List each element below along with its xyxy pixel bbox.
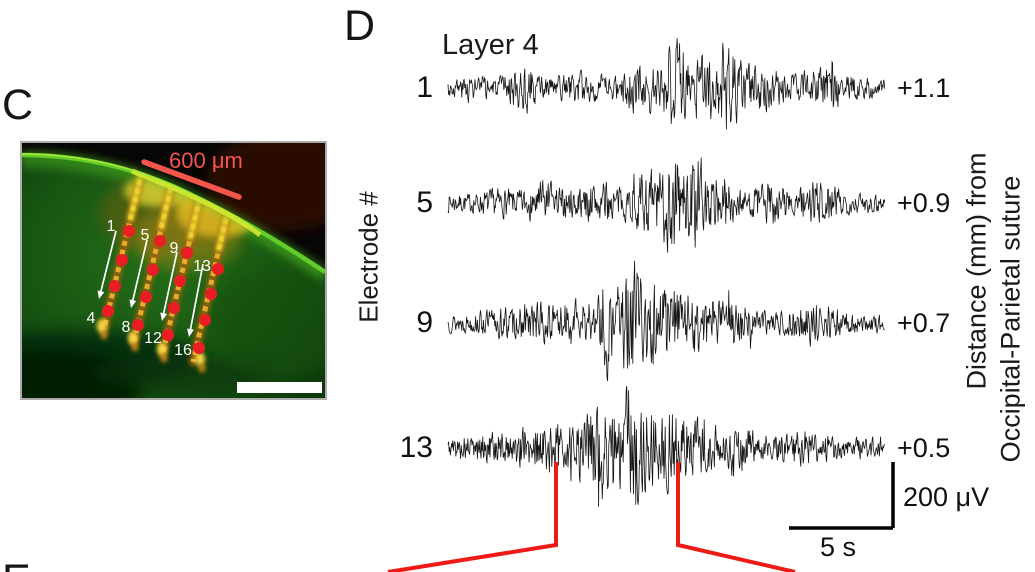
electrode-dot (102, 305, 114, 317)
electrode-number-label: 16 (174, 342, 192, 359)
scale-bar-lines (789, 462, 895, 530)
electrode-arrowhead-icon (97, 290, 105, 299)
electrode-dot (205, 288, 217, 300)
panel-c-label: C (2, 81, 34, 129)
lfp-waveform (447, 38, 886, 130)
scale-annotation-text: 600 μm (169, 148, 243, 173)
electrode-arrowhead-icon (129, 299, 137, 308)
electrode-dot (162, 329, 174, 341)
electrode-arrowhead-icon (160, 312, 168, 321)
track-tip-glow (128, 331, 138, 345)
track-tip-blob (198, 363, 206, 373)
lfp-waveform (447, 386, 886, 507)
electrode-arrow (131, 239, 148, 303)
electrode-arrow (189, 263, 204, 332)
electrode-dot (140, 291, 152, 303)
pial-surface-highlight (22, 153, 191, 194)
electrode-dot (212, 263, 224, 275)
darkred-tint (206, 143, 325, 231)
track-tip-blob (131, 342, 139, 352)
lfp-trace-electrode-9 (447, 260, 885, 382)
time-scale-label: 5 s (820, 532, 857, 562)
callout-line-right (676, 462, 796, 572)
distance-label-9: +0.7 (897, 308, 951, 338)
electrode-dot (154, 235, 166, 247)
track-tip-glow (195, 352, 205, 366)
electrode-number-label: 13 (193, 258, 211, 275)
electrode-annotation-layer: 1 4 5 8 9 12 13 16 (87, 218, 224, 359)
lfp-trace-electrode-1 (447, 38, 886, 130)
electrode-dot (123, 225, 135, 237)
electrode-dot (168, 302, 180, 314)
panel-d-label: D (344, 2, 376, 50)
scale-line-600um (141, 159, 242, 200)
electrode-number-label: 5 (141, 227, 150, 244)
electrode-number-13: 13 (399, 431, 433, 464)
voltage-scale-label: 200 μV (903, 482, 990, 512)
track-tip-glow (157, 342, 167, 356)
electrode-dot (174, 275, 186, 287)
electrode-dot (109, 280, 121, 292)
panel-e-label: E (2, 559, 31, 572)
scale-bar-path (789, 462, 895, 530)
micrograph-svg: 1 4 5 8 9 12 13 16 600 μm (22, 143, 325, 398)
electrode-number-9: 9 (416, 306, 433, 339)
electrode-number-label: 12 (144, 330, 162, 347)
panel-c-micrograph: 1 4 5 8 9 12 13 16 600 μm (20, 141, 327, 400)
electrode-dot (147, 264, 159, 276)
track-tip-glow (97, 319, 107, 333)
electrode-dot (199, 314, 211, 326)
pial-surface-bright-segment (131, 168, 262, 237)
electrode-number-5: 5 (416, 186, 433, 219)
white-scale-bar (237, 382, 322, 393)
lfp-trace-electrode-5 (447, 157, 886, 253)
distance-label-1: +1.1 (897, 73, 951, 103)
electrode-number-label: 1 (107, 218, 116, 235)
lfp-waveform (447, 260, 885, 382)
lfp-waveform (447, 157, 886, 253)
electrode-dot (181, 247, 193, 259)
distance-label-13: +0.5 (897, 433, 951, 463)
distance-label-5: +0.9 (897, 188, 951, 218)
track-tip-blob (160, 353, 168, 363)
electrode-dot (116, 254, 128, 266)
electrode-arrow (162, 251, 178, 316)
electrode-number-label: 9 (170, 240, 179, 257)
right-tissue-patch (207, 268, 325, 378)
lfp-trace-electrode-13 (447, 386, 886, 507)
electrode-number-label: 4 (87, 310, 96, 327)
track-surface-bright (127, 168, 145, 222)
electrode-dot (132, 319, 144, 331)
electrode-number-label: 8 (122, 319, 131, 336)
electrode-dot (193, 342, 205, 354)
electrode-arrow (99, 230, 117, 294)
electrode-arrowhead-icon (187, 328, 194, 337)
track-tip-blob (100, 330, 108, 340)
panel-d-title: Layer 4 (442, 29, 539, 61)
callout-line-left (387, 462, 558, 572)
electrode-number-1: 1 (416, 71, 433, 104)
